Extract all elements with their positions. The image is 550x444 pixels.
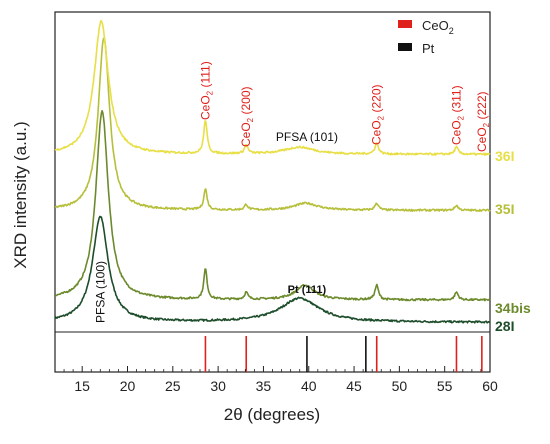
x-tick-label-40: 40 — [301, 378, 317, 394]
series-label-36i: 36I — [495, 148, 514, 164]
annotation-ceo-111: CeO2 (111) — [198, 61, 214, 120]
series-labels: 28I 34bis 35I 36I — [495, 148, 531, 334]
x-tick-label-45: 45 — [346, 378, 362, 394]
annotation-ceo-222: CeO2 (222) — [475, 92, 491, 153]
series-label-34bis: 34bis — [495, 300, 531, 316]
legend-swatch-pt — [398, 43, 412, 51]
x-tick-label-35: 35 — [256, 378, 272, 394]
series-line-36i — [54, 19, 491, 156]
legend-label-pt: Pt — [422, 41, 435, 56]
legend-swatch-ceo2 — [398, 20, 412, 28]
x-tick-label-20: 20 — [120, 378, 136, 394]
x-tick-label-15: 15 — [74, 378, 90, 394]
series-label-35i: 35I — [495, 201, 514, 217]
annotation-ceo-311: CeO2 (311) — [449, 85, 465, 145]
legend-label-ceo2: CeO2 — [422, 18, 454, 36]
x-tick-label-60: 60 — [482, 378, 498, 394]
reference-lines — [204, 336, 483, 372]
legend: CeO2 Pt — [398, 18, 454, 56]
series-line-34bis — [54, 109, 491, 302]
series-line-35i — [54, 36, 491, 213]
peak-annotations: CeO2 (111) CeO2 (200) PFSA (101) CeO2 (220)… — [93, 61, 491, 323]
annotation-ceo-200: CeO2 (200) — [239, 87, 255, 148]
plot-frame — [54, 11, 491, 373]
x-tick-label-55: 55 — [437, 378, 453, 394]
series-line-28i — [54, 215, 491, 324]
annotation-pfsa-100: PFSA (100) — [93, 261, 107, 323]
x-axis: 15 20 25 30 35 40 45 50 55 60 — [63, 366, 498, 394]
x-axis-label: 2θ (degrees) — [224, 405, 320, 424]
annotation-pt-111: Pt (111) — [288, 284, 327, 296]
x-tick-label-30: 30 — [210, 378, 226, 394]
y-axis-label: XRD intensity (a.u.) — [11, 121, 30, 268]
x-tick-label-50: 50 — [392, 378, 408, 394]
x-tick-label-25: 25 — [165, 378, 181, 394]
annotation-ceo-220: CeO2 (220) — [370, 85, 386, 146]
series-label-28i: 28I — [495, 318, 514, 334]
annotation-pfsa-101: PFSA (101) — [276, 130, 338, 144]
series-layer — [54, 19, 491, 324]
